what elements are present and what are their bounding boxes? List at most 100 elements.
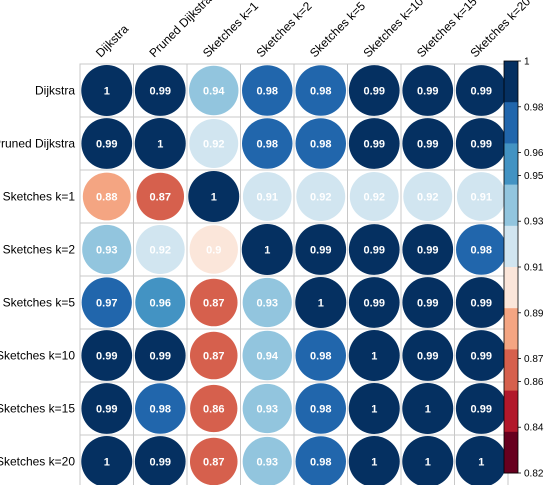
row-label: Sketches k=15 — [0, 402, 75, 416]
correlation-circle — [81, 383, 133, 434]
value-label: 1 — [425, 457, 431, 469]
row-label: Dijkstra — [35, 84, 75, 98]
value-label: 0.9 — [206, 245, 221, 257]
column-label: Sketches k=2 — [253, 0, 314, 60]
value-label: 0.99 — [417, 245, 438, 257]
correlation-circle — [348, 277, 400, 328]
correlation-circle — [136, 172, 185, 221]
value-label: 0.99 — [150, 86, 171, 98]
colorbar-tick-label: 0.86 — [524, 377, 544, 388]
colorbar-segment — [504, 267, 518, 309]
row-labels: Dijkstra Pruned Dijkstra Sketches k=1 Sketc… — [0, 84, 75, 469]
correlation-circle — [455, 118, 507, 169]
value-label: 0.93 — [257, 457, 278, 469]
value-label: 1 — [157, 139, 163, 151]
value-label: 0.94 — [257, 351, 279, 363]
value-label: 0.92 — [203, 139, 224, 151]
value-label: 0.92 — [310, 192, 331, 204]
correlation-circle — [81, 277, 132, 328]
value-label: 0.92 — [150, 245, 171, 257]
value-label: 1 — [211, 192, 217, 204]
colorbar-tick-label: 0.98 — [524, 102, 544, 113]
correlation-circle — [402, 436, 454, 485]
row-label: Pruned Dijkstra — [0, 137, 75, 151]
correlation-circle — [456, 172, 506, 221]
value-label: 0.99 — [471, 404, 492, 416]
row-label: Sketches k=1 — [3, 190, 76, 204]
correlation-circle — [134, 118, 186, 169]
value-label: 0.99 — [96, 351, 117, 363]
value-label: 0.93 — [257, 298, 278, 310]
colorbar-tick-label: 0.84 — [524, 423, 544, 434]
correlation-circle — [402, 330, 454, 381]
value-label: 0.98 — [310, 457, 331, 469]
value-label: 0.94 — [203, 86, 225, 98]
correlation-circle — [296, 172, 346, 221]
correlation-circle — [456, 224, 507, 275]
value-label: 0.96 — [150, 298, 171, 310]
correlation-circle — [402, 118, 454, 169]
correlation-circle — [189, 278, 238, 327]
value-label: 0.91 — [471, 192, 492, 204]
value-label: 0.97 — [96, 298, 117, 310]
correlation-circle — [348, 383, 400, 434]
value-label: 0.99 — [417, 139, 438, 151]
value-label: 0.99 — [471, 86, 492, 98]
value-label: 0.87 — [203, 298, 224, 310]
value-label: 0.98 — [310, 86, 331, 98]
correlation-circle — [402, 65, 454, 116]
value-label: 1 — [104, 457, 110, 469]
correlation-circle — [348, 65, 400, 116]
correlation-circle — [295, 436, 346, 485]
correlation-circle — [82, 172, 131, 221]
correlation-circle — [81, 330, 133, 381]
value-label: 0.92 — [364, 192, 385, 204]
correlation-circle — [135, 277, 186, 328]
correlation-circle — [81, 436, 133, 485]
value-label: 1 — [425, 404, 431, 416]
correlation-circle — [348, 436, 400, 485]
value-label: 1 — [478, 457, 484, 469]
correlation-circle — [135, 225, 185, 274]
correlation-circle — [295, 118, 346, 169]
value-label: 0.99 — [364, 298, 385, 310]
value-label: 1 — [264, 245, 270, 257]
correlation-circle — [190, 384, 238, 433]
colorbar-tick-label: 0.95 — [524, 171, 544, 182]
value-label: 0.98 — [257, 86, 278, 98]
value-label: 1 — [371, 457, 377, 469]
value-label: 0.87 — [203, 351, 224, 363]
value-label: 0.93 — [96, 245, 117, 257]
correlation-circle — [82, 224, 132, 275]
correlation-circle — [455, 330, 507, 381]
value-label: 0.98 — [310, 351, 331, 363]
correlation-circle — [242, 65, 293, 116]
colorbar-segment — [504, 184, 518, 227]
colorbar-segment — [504, 349, 518, 392]
correlation-circle — [134, 330, 186, 381]
correlation-circle — [81, 65, 133, 116]
row-label: Sketches k=2 — [3, 243, 76, 257]
value-label: 0.93 — [257, 404, 278, 416]
correlation-circle — [241, 224, 293, 275]
colorbar-tick-label: 0.82 — [524, 469, 544, 480]
colorbar-segment — [504, 390, 518, 433]
column-label: Sketches k=5 — [307, 0, 368, 60]
correlation-circle — [403, 172, 453, 221]
colorbar-tick-label: 0.91 — [524, 263, 544, 274]
colorbar-segment — [504, 61, 518, 103]
colorbar-tick-label: 0.87 — [524, 354, 544, 365]
value-label: 1 — [104, 86, 110, 98]
correlation-circle — [348, 330, 400, 381]
column-label: Dijkstra — [93, 22, 131, 60]
correlation-circle — [242, 172, 292, 221]
value-label: 0.99 — [471, 139, 492, 151]
correlation-circle — [295, 65, 346, 116]
correlation-circle — [295, 277, 347, 328]
correlation-circle — [242, 330, 292, 381]
value-label: 0.98 — [471, 245, 492, 257]
correlation-circle — [242, 436, 292, 485]
colorbar-segment — [504, 102, 518, 144]
value-label: 0.98 — [310, 139, 331, 151]
